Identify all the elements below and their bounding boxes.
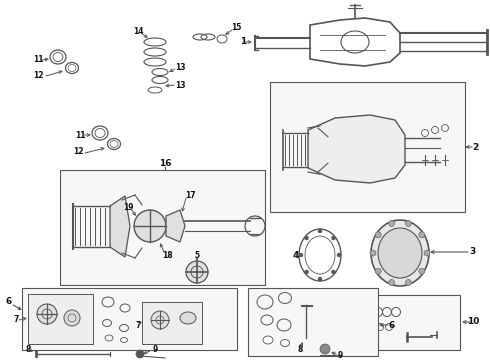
Circle shape	[320, 344, 330, 354]
Circle shape	[375, 232, 381, 238]
Bar	[345, 295, 460, 350]
Text: 6: 6	[389, 320, 395, 329]
Text: 4: 4	[293, 251, 299, 260]
Polygon shape	[110, 196, 130, 257]
Ellipse shape	[371, 220, 429, 286]
Text: 12: 12	[73, 148, 83, 157]
Circle shape	[186, 261, 208, 283]
Circle shape	[405, 279, 411, 285]
Circle shape	[405, 221, 411, 226]
Text: 1: 1	[240, 37, 246, 46]
Bar	[248, 288, 378, 356]
Circle shape	[64, 310, 80, 326]
Circle shape	[337, 253, 341, 257]
Circle shape	[419, 232, 425, 238]
Ellipse shape	[180, 312, 196, 324]
Text: 5: 5	[195, 252, 199, 261]
Circle shape	[331, 236, 336, 240]
Text: 13: 13	[175, 81, 185, 90]
Text: 11: 11	[33, 55, 43, 64]
Circle shape	[134, 210, 166, 242]
Circle shape	[375, 268, 381, 274]
Circle shape	[331, 270, 336, 274]
Ellipse shape	[378, 228, 422, 278]
Text: 9: 9	[338, 351, 343, 360]
Text: 15: 15	[231, 23, 241, 32]
Text: 10: 10	[467, 318, 479, 327]
Text: 7: 7	[135, 320, 141, 329]
Circle shape	[389, 279, 394, 285]
Text: 6: 6	[6, 297, 12, 306]
Text: 13: 13	[175, 63, 185, 72]
Circle shape	[389, 221, 394, 226]
Text: 19: 19	[123, 202, 133, 211]
Text: 8: 8	[297, 346, 303, 355]
Circle shape	[305, 236, 309, 240]
Circle shape	[318, 277, 322, 281]
Text: 9: 9	[152, 346, 158, 355]
Circle shape	[305, 270, 309, 274]
Bar	[28, 294, 93, 344]
Text: 16: 16	[159, 158, 171, 167]
Text: 3: 3	[469, 248, 475, 256]
Bar	[22, 288, 237, 350]
Text: 7: 7	[13, 315, 19, 324]
Bar	[270, 82, 465, 212]
Circle shape	[299, 253, 303, 257]
Text: 17: 17	[185, 190, 196, 199]
Text: 12: 12	[33, 71, 43, 80]
Circle shape	[136, 350, 144, 358]
Circle shape	[419, 268, 425, 274]
Text: 2: 2	[472, 143, 478, 152]
Circle shape	[318, 229, 322, 233]
Circle shape	[370, 250, 376, 256]
Circle shape	[151, 311, 169, 329]
Text: 8: 8	[25, 346, 31, 355]
Text: 18: 18	[162, 251, 172, 260]
Polygon shape	[308, 115, 405, 183]
Bar	[60, 170, 265, 285]
Polygon shape	[166, 210, 185, 242]
Text: 11: 11	[75, 130, 85, 139]
Text: 14: 14	[133, 27, 143, 36]
Circle shape	[37, 304, 57, 324]
Bar	[142, 302, 202, 344]
Circle shape	[424, 250, 430, 256]
